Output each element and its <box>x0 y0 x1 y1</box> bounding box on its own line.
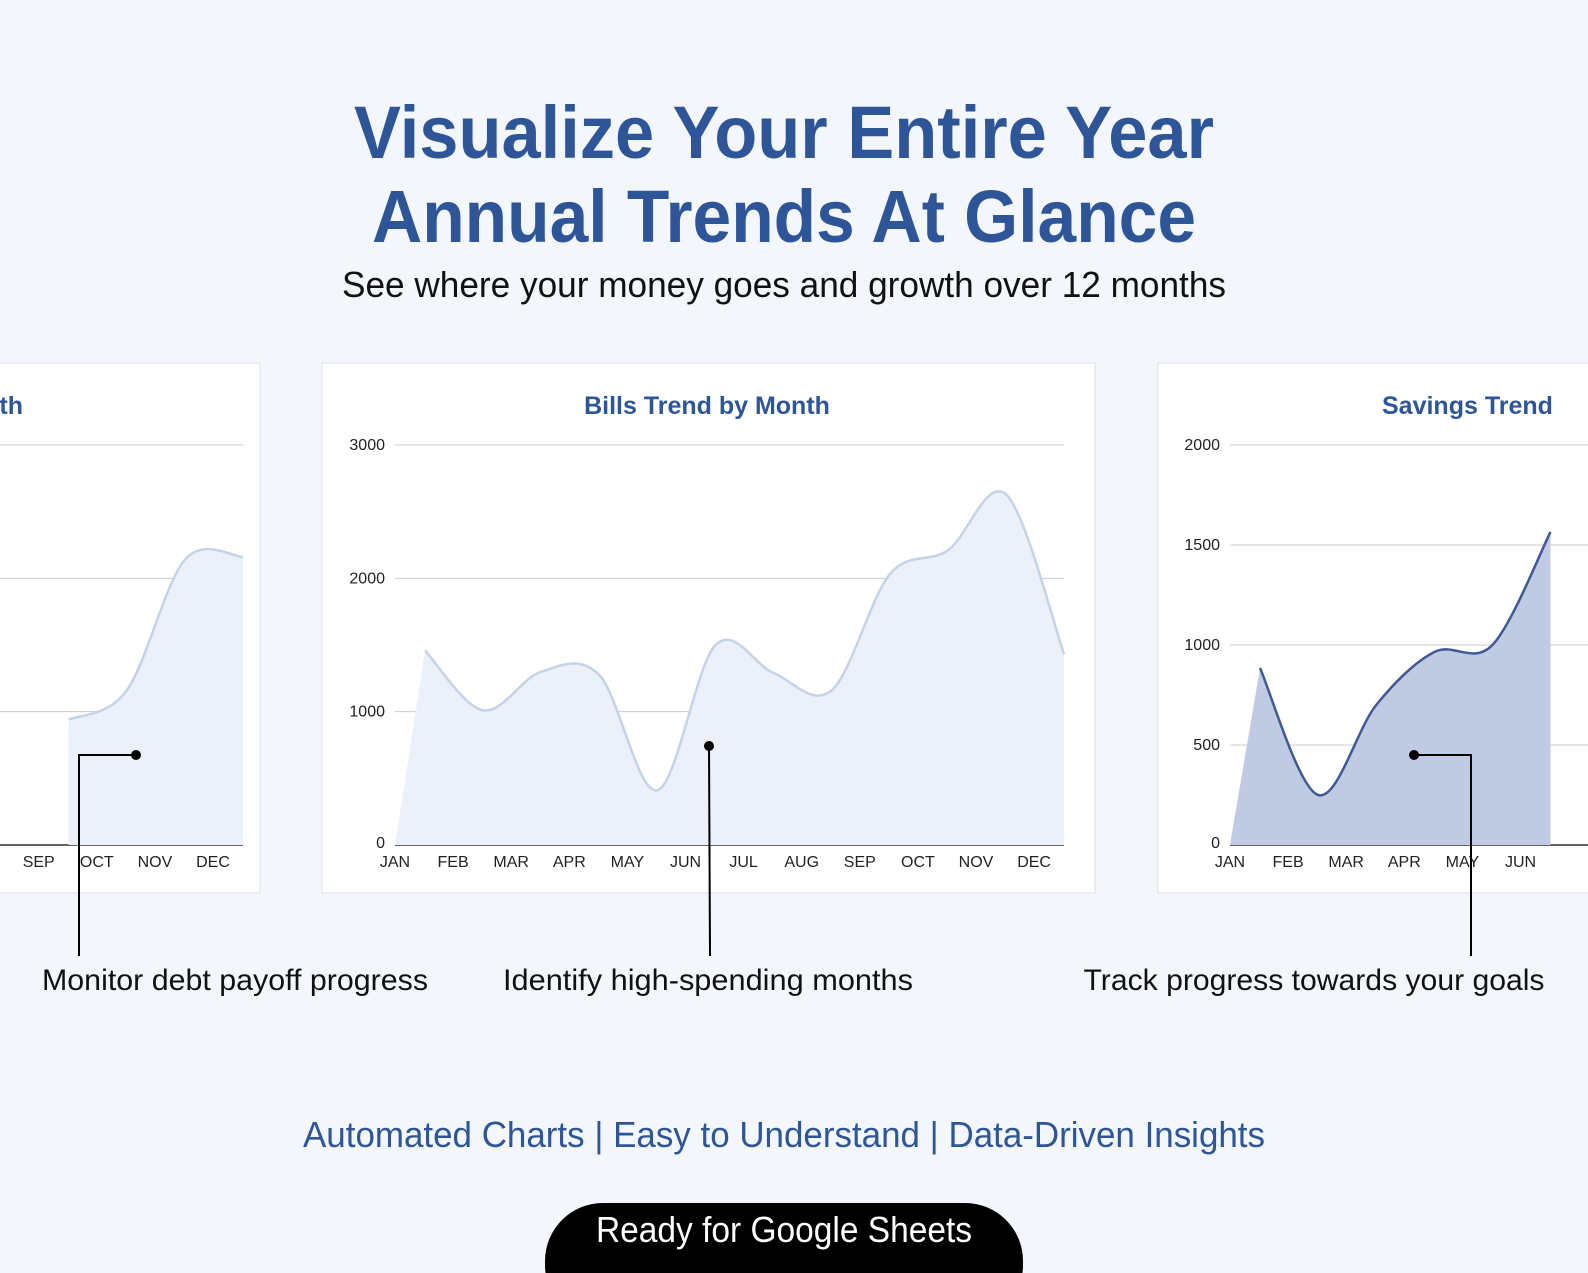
button[interactable] <box>545 1203 1023 1273</box>
x-tick-label: APR <box>1388 854 1421 871</box>
y-tick-label: 1500 <box>1184 537 1220 554</box>
x-tick-label: FEB <box>1273 854 1304 871</box>
y-tick-label: 0 <box>1211 835 1220 852</box>
area <box>395 491 1065 845</box>
line <box>424 490 1066 792</box>
x-tick-label: AUG <box>784 854 819 871</box>
x-tick-label: MAY <box>1446 854 1480 871</box>
annotation: Monitor debt payoff progress <box>42 964 428 997</box>
x-tick-label: DEC <box>196 854 230 871</box>
y-tick-label: 2000 <box>1184 437 1220 454</box>
chart-title: Savings Trend <box>1382 392 1553 420</box>
leader-dot <box>131 750 141 760</box>
y-tick-label: 1000 <box>1184 637 1220 654</box>
leader-line <box>1414 754 1472 956</box>
tagline: Automated Charts | Easy to Understand | … <box>303 1114 1265 1155</box>
leader-dot <box>1409 750 1419 760</box>
y-tick-label: 3000 <box>349 437 385 454</box>
leader-dot <box>704 741 714 751</box>
y-tick-label: 500 <box>1193 737 1220 754</box>
x-tick-label: JUN <box>1505 854 1536 871</box>
leader-line <box>78 754 136 956</box>
x-tick-label: APR <box>553 854 586 871</box>
x-tick-label: JUL <box>729 854 758 871</box>
leader-line <box>708 745 711 957</box>
x-tick-label: JAN <box>380 854 410 871</box>
x-tick-label: SEP <box>844 854 876 871</box>
x-tick-label: JUN <box>670 854 701 871</box>
annotation: Identify high-spending months <box>503 964 913 997</box>
subtitle: See where your money goes and growth ove… <box>342 264 1226 305</box>
x-tick-label: SEP <box>23 854 55 871</box>
x-tick-label: OCT <box>80 854 114 871</box>
x-tick-label: MAR <box>493 854 529 871</box>
headline: Annual Trends At Glance <box>372 175 1196 258</box>
y-tick-label: 1000 <box>349 704 385 721</box>
y-tick-label: 0 <box>376 835 385 852</box>
annotation: Track progress towards your goals <box>1084 964 1545 997</box>
line <box>1258 531 1552 797</box>
area <box>68 549 243 845</box>
x-tick-label: FEB <box>438 854 469 871</box>
chart-title: Bills Trend by Month <box>584 392 830 420</box>
y-tick-label: 2000 <box>349 570 385 587</box>
x-tick-label: OCT <box>901 854 935 871</box>
line <box>68 547 244 721</box>
x-tick-label: NOV <box>959 854 994 871</box>
x-tick-label: DEC <box>1017 854 1051 871</box>
x-tick-label: JAN <box>1215 854 1245 871</box>
headline: Visualize Your Entire Year <box>354 91 1214 174</box>
button-label[interactable]: Ready for Google Sheets <box>596 1209 972 1250</box>
chart-title: th <box>0 392 23 420</box>
x-tick-label: MAY <box>611 854 645 871</box>
x-tick-label: NOV <box>138 854 173 871</box>
x-tick-label: MAR <box>1328 854 1364 871</box>
